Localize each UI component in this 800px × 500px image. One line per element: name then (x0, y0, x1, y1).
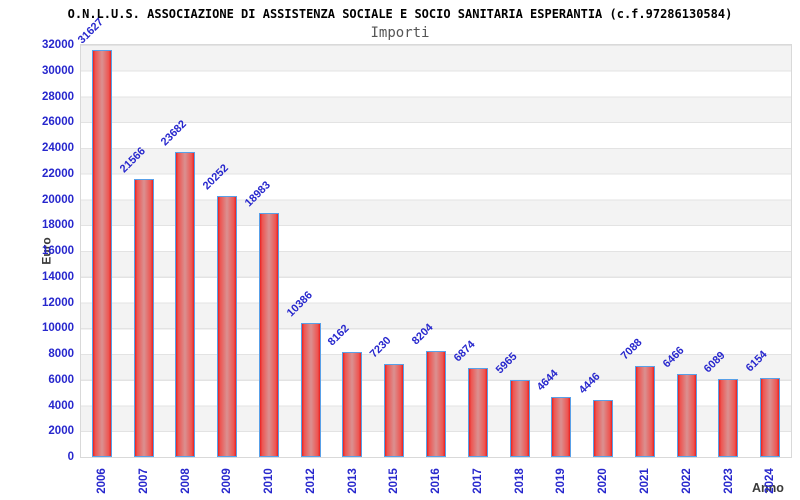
bar (509, 380, 530, 457)
x-tick-label: 2019 (555, 468, 568, 494)
y-tick-label: 26000 (42, 116, 74, 129)
x-tick-label: 2016 (430, 468, 442, 494)
y-tick-label: 20000 (42, 193, 74, 206)
y-tick-label: 2000 (48, 425, 74, 438)
y-tick-label: 0 (67, 451, 74, 463)
y-tick-label: 16000 (42, 245, 74, 257)
x-tick-label: 2017 (471, 468, 484, 494)
x-tick-label: 2012 (304, 468, 317, 494)
bar (426, 351, 446, 457)
x-axis-title: Anno (752, 481, 784, 495)
x-tick-label: 2009 (221, 468, 234, 494)
y-tick-label: 10000 (42, 322, 74, 335)
bar (467, 368, 488, 457)
x-tick-label: 2024 (764, 468, 777, 494)
x-tick-label: 2013 (346, 468, 359, 494)
y-tick-label: 24000 (42, 142, 74, 154)
x-tick-label: 2015 (388, 468, 401, 494)
x-tick-label: 2007 (137, 468, 150, 494)
bar (342, 352, 363, 457)
x-tick-label: 2018 (513, 468, 526, 494)
y-tick-label: 30000 (42, 64, 74, 77)
y-tick-label: 32000 (42, 39, 74, 51)
bar (551, 397, 572, 457)
bar (634, 366, 655, 457)
bar (593, 400, 614, 457)
x-tick-label: 2006 (95, 468, 108, 494)
bar (91, 50, 112, 457)
x-tick-label: 2008 (179, 468, 192, 494)
x-tick-label: 2023 (722, 468, 735, 494)
x-tick-label: 2022 (680, 468, 693, 494)
y-tick-label: 12000 (42, 296, 74, 309)
chart-subtitle: Importi (370, 25, 430, 41)
bar (133, 179, 154, 457)
y-tick-label: 6000 (48, 373, 74, 386)
x-tick-label: 2010 (262, 468, 275, 494)
y-tick-label: 8000 (48, 348, 74, 360)
y-tick-label: 22000 (42, 167, 74, 180)
bar (175, 152, 196, 457)
bar (676, 374, 697, 457)
bar (718, 379, 739, 457)
bar (760, 378, 781, 457)
bar (217, 196, 238, 457)
bar (384, 364, 405, 457)
y-tick-label: 18000 (42, 219, 74, 232)
y-tick-label: 14000 (42, 270, 74, 283)
chart-title: O.N.L.U.S. ASSOCIAZIONE DI ASSISTENZA SO… (67, 7, 733, 21)
bar (300, 323, 321, 457)
x-tick-label: 2020 (597, 468, 610, 494)
y-tick-label: 4000 (48, 399, 74, 412)
y-tick-label: 28000 (42, 90, 74, 103)
bar (258, 213, 279, 457)
x-tick-label: 2021 (638, 468, 651, 494)
